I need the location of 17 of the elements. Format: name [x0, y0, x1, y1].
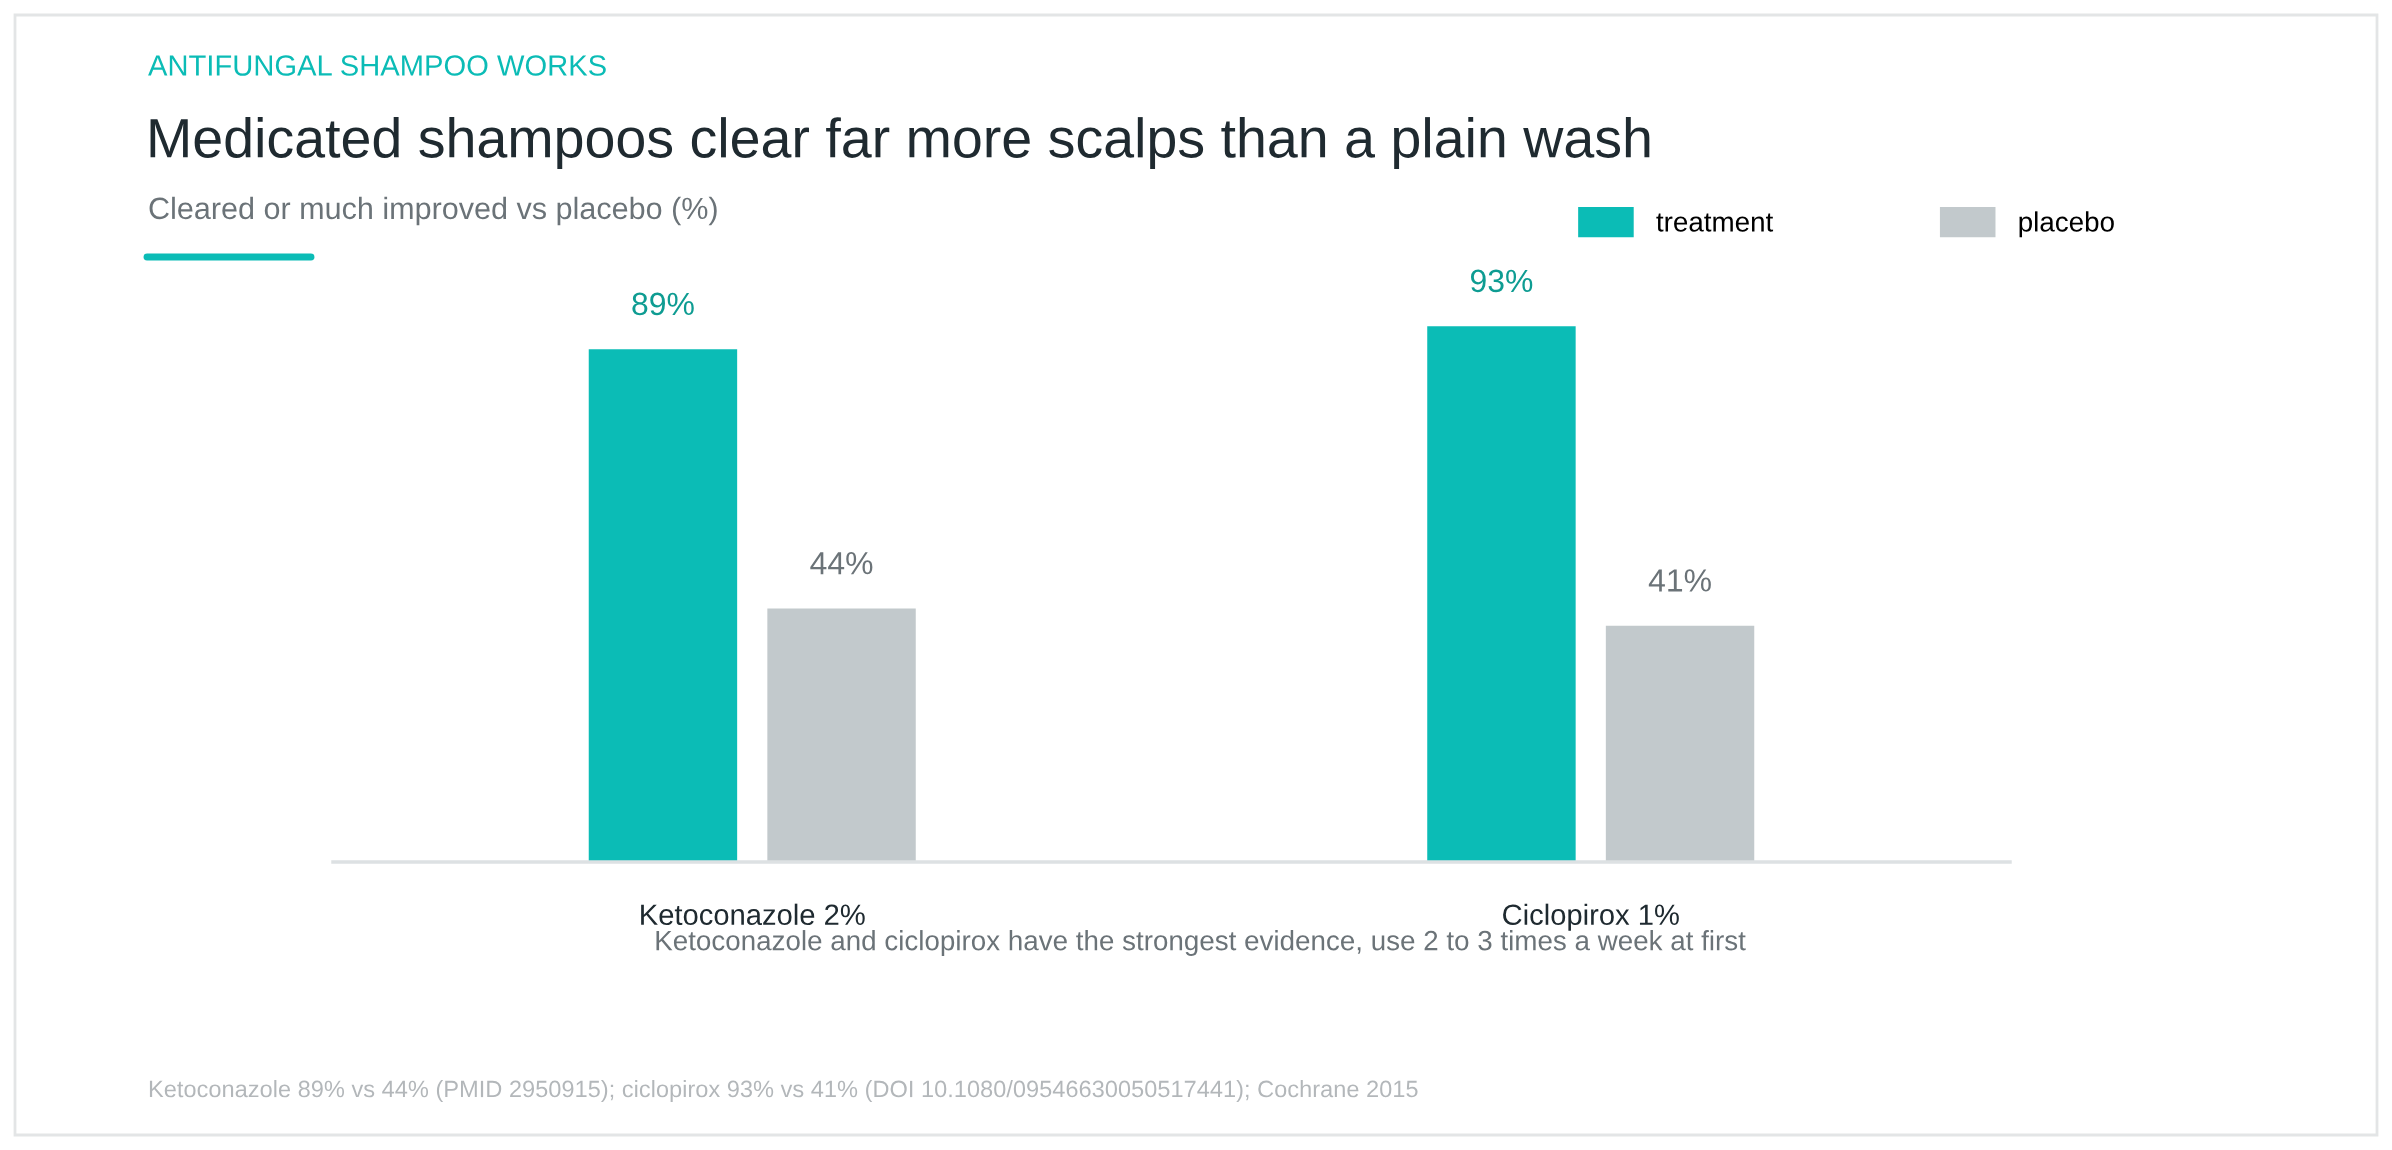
text: ANTIFUNGAL SHAMPOO WORKS: [148, 55, 606, 76]
bar: [588, 349, 738, 862]
bar: [1605, 625, 1755, 862]
data-label: 41%: [1648, 569, 1711, 592]
legend-label: treatment: [1656, 213, 1774, 232]
chart-subtitle: Cleared or much improved vs placebo (%): [149, 196, 717, 226]
bar: [1427, 326, 1576, 862]
data-label: 93%: [1470, 269, 1533, 293]
legend-label: placebo: [2019, 211, 2114, 238]
text: Ketoconazole 89% vs 44% (PMID 2950915); ciclopirox 93% vs 41% (DOI 10.1080/09546630050517441); Cochrane 2015: [149, 1079, 1418, 1103]
text: Ketoconazole and ciclopirox have the strongest evidence, use 2 to 3 times a week at first: [656, 930, 1746, 956]
x-tick-label: Ciclopirox 1%: [1503, 903, 1679, 931]
data-label: 44%: [810, 551, 873, 575]
x-tick-label: Ketoconazole 2%: [641, 903, 865, 926]
data-label: 89%: [632, 292, 694, 316]
bar: [767, 608, 916, 862]
chart-title: Medicated shampoos clear far more scalps than a plain wash: [150, 117, 1650, 169]
